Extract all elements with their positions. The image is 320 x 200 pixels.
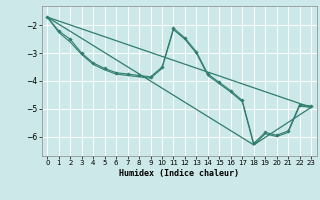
X-axis label: Humidex (Indice chaleur): Humidex (Indice chaleur) — [119, 169, 239, 178]
